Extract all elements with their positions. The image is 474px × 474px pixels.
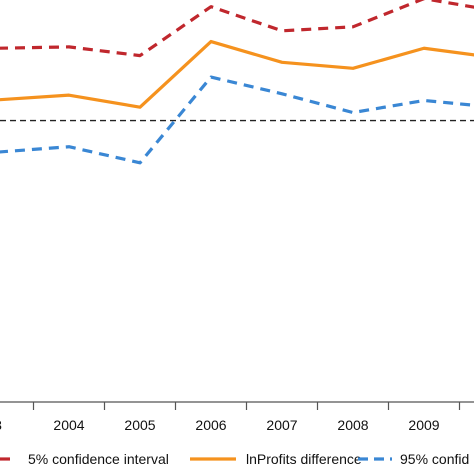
x-tick-label: 2007 — [266, 417, 297, 433]
x-axis: 320042005200620072008200920 — [0, 401, 474, 433]
x-tick-label: 2005 — [124, 417, 155, 433]
series-layer — [0, 0, 474, 165]
x-tick-label: 2004 — [53, 417, 84, 433]
legend-label-2: lnProfits difference — [246, 451, 362, 467]
x-tick-label: 2008 — [337, 417, 368, 433]
legend-label-1: 5% confidence interval — [28, 451, 169, 467]
legend: 5% confidence interval lnProfits differen… — [0, 451, 469, 467]
series-line-1 — [0, 0, 474, 58]
series-line-3 — [0, 75, 474, 165]
x-tick-label: 2006 — [195, 417, 226, 433]
series-line-2 — [0, 39, 474, 109]
x-tick-label: 2009 — [408, 417, 439, 433]
x-tick-label: 3 — [0, 417, 2, 433]
legend-label-3: 95% confid — [400, 451, 469, 467]
